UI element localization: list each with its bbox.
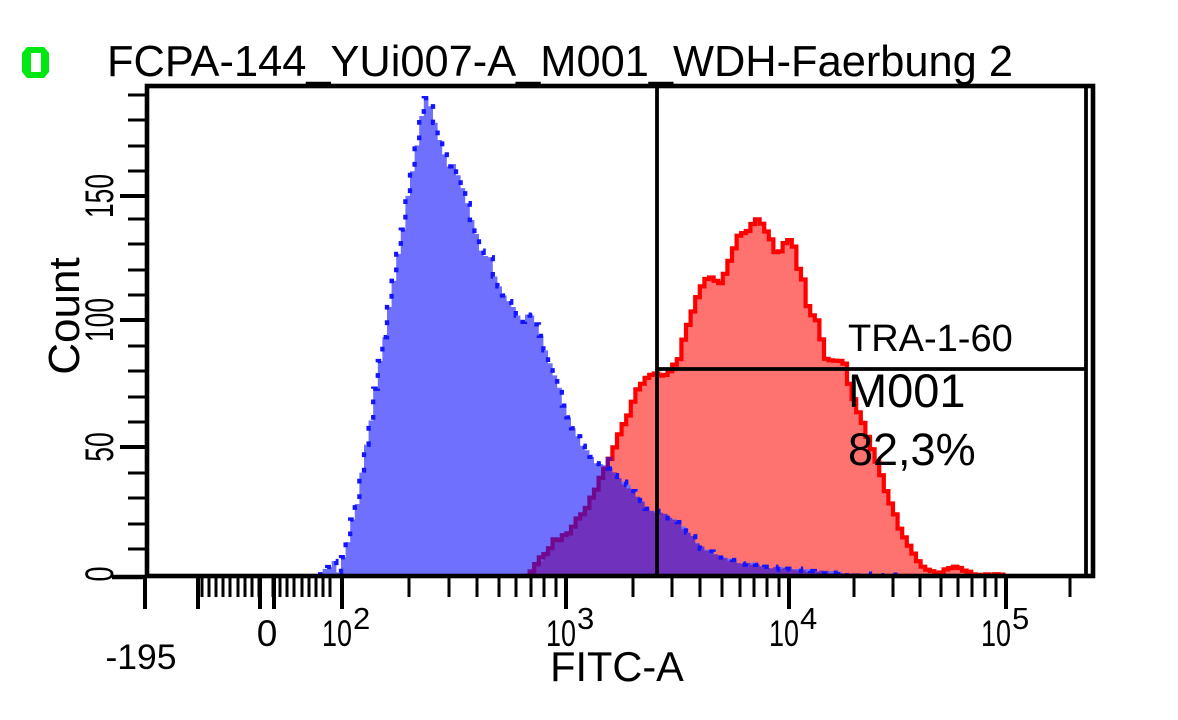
- svg-text:5: 5: [1012, 601, 1029, 636]
- svg-text:3: 3: [577, 601, 594, 636]
- svg-text:FCPA-144_YUi007-A_M001_WDH-Fae: FCPA-144_YUi007-A_M001_WDH-Faerbung 2: [107, 38, 1013, 86]
- svg-text:50: 50: [78, 432, 122, 462]
- svg-text:M001: M001: [848, 364, 966, 417]
- svg-text:150: 150: [78, 174, 122, 218]
- svg-text:-195: -195: [105, 637, 176, 677]
- svg-text:82,3%: 82,3%: [848, 424, 976, 475]
- svg-text:0: 0: [257, 613, 278, 654]
- svg-text:FITC-A: FITC-A: [550, 643, 684, 690]
- svg-text:TRA-1-60: TRA-1-60: [848, 318, 1013, 360]
- svg-text:100: 100: [78, 298, 122, 342]
- svg-text:4: 4: [800, 601, 817, 636]
- svg-text:2: 2: [353, 601, 370, 636]
- svg-text:Count: Count: [40, 257, 89, 374]
- svg-text:10: 10: [546, 613, 576, 654]
- svg-text:10: 10: [769, 613, 799, 654]
- svg-text:10: 10: [981, 613, 1011, 654]
- svg-text:0: 0: [78, 567, 122, 582]
- svg-text:10: 10: [322, 613, 352, 654]
